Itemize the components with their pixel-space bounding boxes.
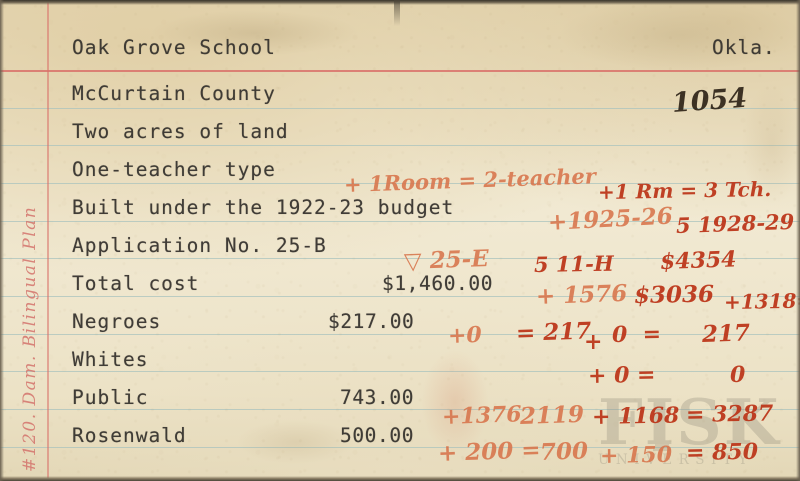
row-label: One-teacher type <box>72 158 276 181</box>
row-label: Built under the 1922-23 budget <box>72 196 455 219</box>
row-label: Two acres of land <box>72 120 289 143</box>
red-margin-line <box>47 0 49 481</box>
row-label: Rosenwald <box>72 424 187 447</box>
blue-rule-line <box>0 258 800 259</box>
red-rule-line <box>0 70 800 72</box>
blue-rule-line <box>0 447 800 448</box>
row-label: Total cost <box>72 272 200 295</box>
row-label: Public <box>72 386 149 409</box>
blue-rule-line <box>0 221 800 222</box>
card-top-notch <box>394 0 400 26</box>
blue-rule-line <box>0 296 800 297</box>
blue-rule-line <box>0 371 800 372</box>
blue-rule-line <box>0 334 800 335</box>
row-value: 500.00 <box>340 424 415 447</box>
row-value: $217.00 <box>328 310 415 333</box>
blue-rule-line <box>0 145 800 146</box>
row-value: 743.00 <box>340 386 415 409</box>
blue-rule-line <box>0 108 800 109</box>
row-label: Application No. 25-B <box>72 234 327 257</box>
row-label: Negroes <box>72 310 162 333</box>
blue-rule-line <box>0 183 800 184</box>
row-label: Whites <box>72 348 149 371</box>
row-label: McCurtain County <box>72 82 276 105</box>
state-label: Okla. <box>712 36 776 59</box>
blue-rule-line <box>0 409 800 410</box>
row-value: $1,460.00 <box>382 272 494 295</box>
row-label: Oak Grove School <box>72 36 276 59</box>
